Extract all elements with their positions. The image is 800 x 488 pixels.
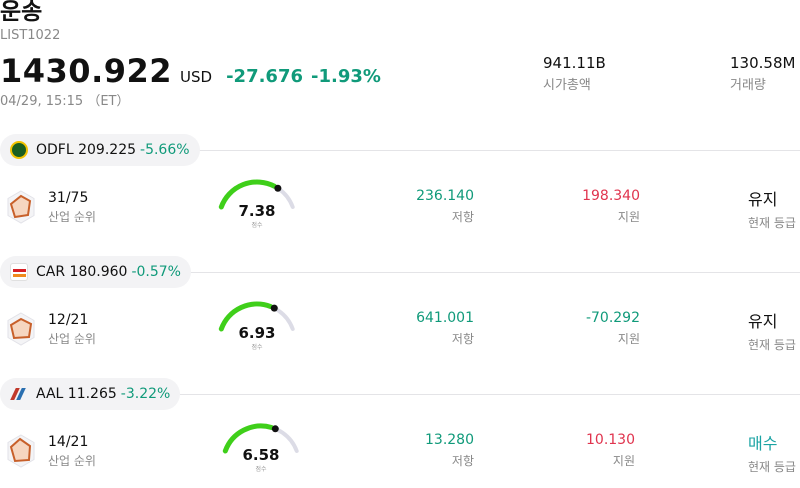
stock-card-car[interactable]: CAR 180.960 -0.57% 12/21 산업 순위 6.93 점수 6… (0, 256, 800, 378)
score-label: 점수 (255, 466, 267, 473)
support-col: -70.292 지원 (586, 310, 640, 347)
rating-label: 현재 등급 (748, 460, 796, 474)
section-divider (180, 272, 800, 273)
stock-change-pct: -3.22% (120, 386, 171, 402)
timestamp: 04/29, 15:15 （ET） (0, 94, 130, 109)
price-change: -27.676 (226, 66, 304, 87)
rating-col: 매수 현재 등급 (748, 430, 796, 475)
support-col: 10.130 지원 (586, 432, 635, 469)
resistance-col: 641.001 저항 (416, 310, 474, 347)
resistance-label: 저항 (451, 210, 474, 224)
market-cap-label: 시가총액 (543, 78, 591, 93)
stock-card-aal[interactable]: AAL 11.265 -3.22% 14/21 산업 순위 6.58 점수 13… (0, 378, 800, 488)
support-value: 198.340 (582, 188, 640, 204)
resistance-col: 13.280 저항 (425, 432, 474, 469)
stock-change-pct: -0.57% (131, 264, 181, 280)
industry-rank-value: 31/75 (48, 190, 89, 206)
stock-chip[interactable]: ODFL 209.225 -5.66% (0, 134, 200, 166)
section-divider (180, 150, 800, 151)
stock-ticker: ODFL (36, 142, 74, 158)
score-label: 점수 (251, 344, 263, 351)
resistance-col: 236.140 저항 (416, 188, 474, 225)
currency-label: USD (180, 68, 213, 86)
market-cap-value: 941.11B (543, 54, 606, 72)
support-label: 지원 (617, 332, 640, 346)
industry-rank-value: 14/21 (48, 434, 89, 450)
industry-rank-label: 산업 순위 (48, 210, 96, 224)
aal-logo-icon (10, 385, 28, 403)
volume-stat: 130.58M 거래량 (730, 54, 795, 94)
support-label: 지원 (617, 210, 640, 224)
score-value: 7.38 (238, 202, 276, 220)
industry-rank-icon (7, 434, 35, 468)
resistance-value: 236.140 (416, 188, 474, 204)
industry-rank-icon (7, 190, 35, 224)
stock-chip[interactable]: CAR 180.960 -0.57% (0, 256, 191, 288)
section-divider (180, 394, 800, 395)
stock-price: 209.225 (78, 142, 137, 158)
stock-change-pct: -5.66% (140, 142, 190, 158)
volume-value: 130.58M (730, 54, 796, 72)
support-label: 지원 (612, 454, 635, 468)
industry-rank-value: 12/21 (48, 312, 89, 328)
stock-card-odfl[interactable]: ODFL 209.225 -5.66% 31/75 산업 순위 7.38 점수 … (0, 134, 800, 256)
resistance-label: 저항 (451, 454, 474, 468)
market-cap-stat: 941.11B 시가총액 (543, 54, 606, 94)
score-gauge: 7.38 점수 (215, 179, 305, 232)
price-change-pct: -1.93% (311, 66, 381, 87)
support-value: 10.130 (586, 432, 635, 448)
rating-value: 유지 (748, 312, 778, 331)
stock-price: 11.265 (67, 386, 117, 402)
resistance-label: 저항 (451, 332, 474, 346)
rating-col: 유지 현재 등급 (748, 308, 796, 353)
volume-label: 거래량 (730, 78, 766, 93)
rating-col: 유지 현재 등급 (748, 186, 796, 231)
score-gauge: 6.58 점수 (219, 423, 309, 476)
support-value: -70.292 (585, 310, 640, 326)
resistance-value: 13.280 (425, 432, 474, 448)
car-logo-icon (10, 263, 28, 281)
resistance-value: 641.001 (416, 310, 474, 326)
rating-label: 현재 등급 (748, 338, 796, 352)
industry-rank-icon (7, 312, 35, 346)
industry-rank-label: 산업 순위 (48, 332, 96, 346)
rating-value: 유지 (748, 190, 778, 209)
stock-ticker: AAL (36, 386, 64, 402)
stock-ticker: CAR (36, 264, 66, 280)
index-price: 1430.922 (0, 52, 173, 90)
page-title: 운송 (0, 0, 43, 25)
score-gauge: 6.93 점수 (215, 301, 305, 354)
odfl-logo-icon (10, 141, 28, 159)
score-value: 6.58 (242, 446, 280, 464)
support-col: 198.340 지원 (582, 188, 640, 225)
price-row: 1430.922 USD -27.676 -1.93% (0, 52, 381, 92)
rating-label: 현재 등급 (748, 216, 796, 230)
index-code: LIST1022 (0, 28, 61, 43)
rating-value: 매수 (748, 434, 778, 453)
score-value: 6.93 (238, 324, 276, 342)
score-label: 점수 (251, 222, 263, 229)
industry-rank-label: 산업 순위 (48, 454, 96, 468)
stock-price: 180.960 (69, 264, 128, 280)
stock-chip[interactable]: AAL 11.265 -3.22% (0, 378, 181, 410)
